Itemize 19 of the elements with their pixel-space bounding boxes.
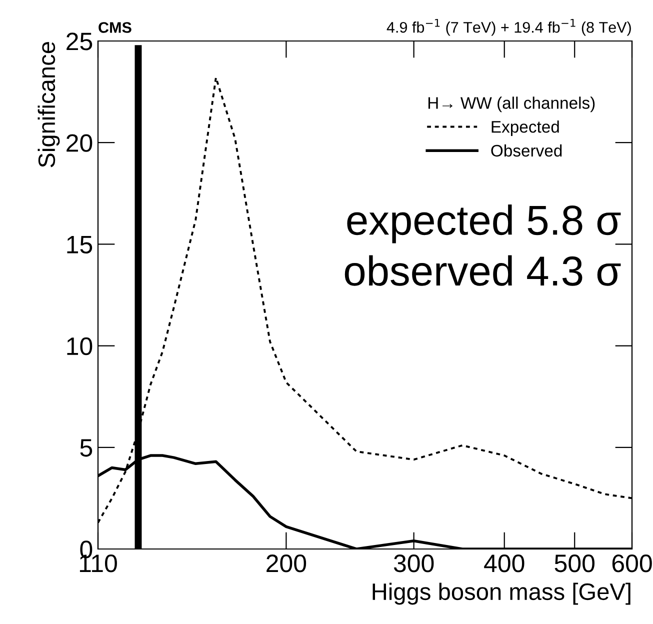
annotation: observed 4.3 σ	[344, 255, 621, 286]
x-axis-title: Higgs boson mass [GeV]	[372, 582, 630, 605]
y-tick-label: 10	[67, 337, 92, 356]
x-tick-label: 300	[394, 554, 434, 572]
legend-title: H→ WW (all channels)	[428, 96, 595, 112]
x-tick-label: 500	[554, 554, 594, 572]
x-tick-label: 200	[266, 554, 306, 572]
chart-title: CMS	[98, 22, 132, 33]
y-tick-label: 25	[66, 32, 92, 50]
chart-subtitle: 4.9 fb$^{−1}$ (7 TeV) + 19.4 fb$^{−1}$ (8 TeV)	[386, 18, 631, 36]
legend-label: Observed	[491, 144, 562, 157]
y-axis-title: Significance	[38, 42, 60, 168]
annotation: expected 5.8 σ	[347, 204, 621, 244]
x-tick-label: 400	[484, 554, 524, 572]
x-tick-label: 600	[612, 554, 652, 572]
y-tick-label: 15	[67, 236, 92, 254]
y-tick-label: 20	[66, 134, 92, 152]
y-tick-label: 5	[80, 439, 92, 457]
legend-label: Expected	[492, 120, 559, 136]
